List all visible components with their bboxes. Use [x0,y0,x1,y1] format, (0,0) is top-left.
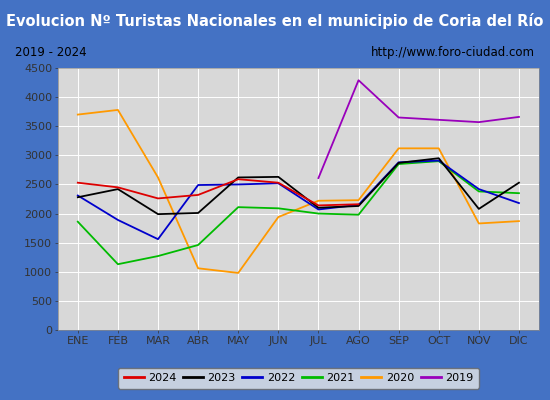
Text: Evolucion Nº Turistas Nacionales en el municipio de Coria del Río: Evolucion Nº Turistas Nacionales en el m… [6,13,544,29]
Legend: 2024, 2023, 2022, 2021, 2020, 2019: 2024, 2023, 2022, 2021, 2020, 2019 [118,368,479,389]
Text: http://www.foro-ciudad.com: http://www.foro-ciudad.com [371,46,535,59]
Text: 2019 - 2024: 2019 - 2024 [15,46,87,59]
